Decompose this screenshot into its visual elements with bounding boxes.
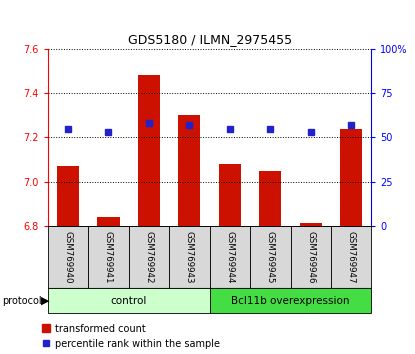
Bar [169,226,210,288]
Text: GSM769946: GSM769946 [306,230,315,283]
Bar [138,75,160,226]
Text: protocol: protocol [2,296,42,306]
Bar [210,226,250,288]
Bar [97,217,120,226]
Text: GSM769940: GSM769940 [63,230,73,283]
Bar [219,164,241,226]
Text: GSM769941: GSM769941 [104,230,113,283]
Bar [340,129,362,226]
Bar [178,115,200,226]
Text: GSM769945: GSM769945 [266,230,275,283]
Text: GSM769942: GSM769942 [144,230,154,283]
Bar [290,226,331,288]
Text: Bcl11b overexpression: Bcl11b overexpression [231,296,350,306]
Bar [259,171,281,226]
Text: GSM769943: GSM769943 [185,230,194,283]
Bar [129,226,169,288]
Bar [250,226,290,288]
Bar [57,166,79,226]
Text: GSM769944: GSM769944 [225,230,234,283]
Legend: transformed count, percentile rank within the sample: transformed count, percentile rank withi… [38,320,224,353]
Bar [48,226,88,288]
Bar [48,288,210,313]
Bar [300,223,322,226]
Title: GDS5180 / ILMN_2975455: GDS5180 / ILMN_2975455 [127,33,292,46]
Bar [88,226,129,288]
Bar [210,288,371,313]
Text: GSM769947: GSM769947 [347,230,356,283]
Text: control: control [110,296,147,306]
Bar [331,226,371,288]
Text: ▶: ▶ [41,296,49,306]
